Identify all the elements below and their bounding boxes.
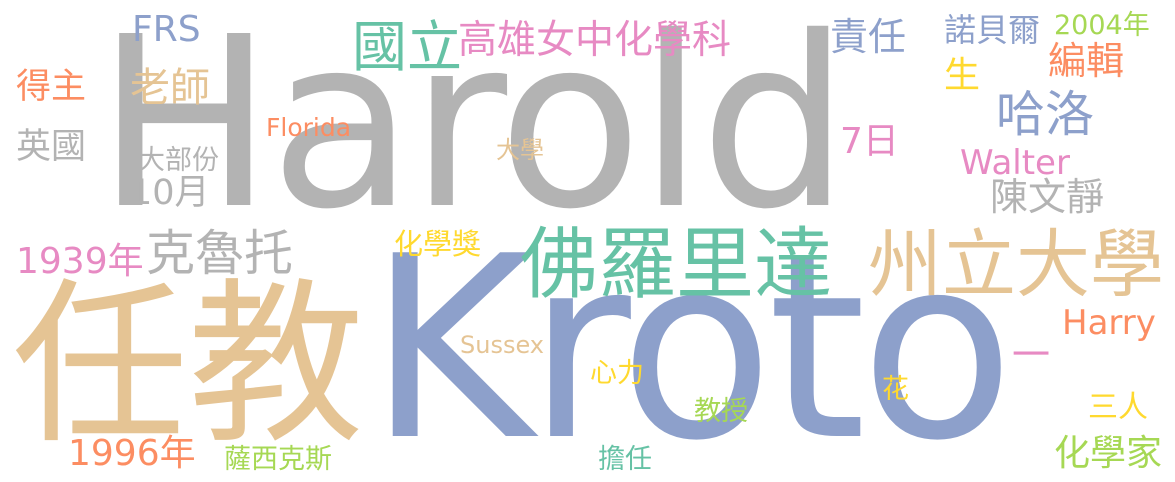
- word-zeren: 責任: [830, 15, 907, 59]
- word-dabufen: 大部份: [138, 145, 219, 176]
- word-gaoxiongnuzhong: 高雄女中化學科: [458, 18, 732, 63]
- word-frs: FRS: [132, 9, 201, 50]
- word-yingguo: 英國: [16, 127, 87, 167]
- word-hua: 花: [882, 374, 909, 405]
- word-sussex: Sussex: [460, 331, 544, 359]
- word-huaxuejia: 化學家: [1054, 433, 1163, 474]
- word-y1939: 1939年: [16, 241, 144, 282]
- word-y2004: 2004年: [1054, 10, 1150, 41]
- word-florida: Florida: [266, 113, 352, 142]
- word-yi: 一: [1012, 333, 1051, 377]
- word-danren: 擔任: [598, 444, 652, 475]
- word-jiaoshou: 教授: [694, 396, 748, 427]
- word-xinli: 心力: [590, 358, 644, 389]
- word-haluo: 哈洛: [996, 86, 1095, 143]
- word-zhoulidaxue: 州立大學: [868, 222, 1164, 308]
- word-sanren: 三人: [1088, 390, 1148, 425]
- word-foluolida: 佛羅里達: [520, 220, 833, 310]
- word-sheng: 生: [944, 55, 981, 96]
- word-renjiao: 任教: [12, 263, 365, 468]
- word-kroto: Kroto: [368, 203, 1014, 482]
- word-nuobeier: 諾貝爾: [944, 11, 1041, 49]
- word-chenwenjing: 陳文靜: [990, 175, 1105, 219]
- word-harold: Harold: [96, 0, 850, 261]
- word-daxue: 大學: [496, 136, 544, 164]
- word-laoshi: 老師: [130, 65, 210, 111]
- word-saxikesi: 薩西克斯: [224, 444, 332, 475]
- word-yue10: 10月: [130, 173, 210, 213]
- word-keluotuo: 克魯托: [146, 225, 294, 282]
- word-guoli: 國立: [352, 15, 463, 79]
- word-bianji: 編輯: [1048, 39, 1125, 83]
- word-huaxuejiang: 化學獎: [394, 227, 482, 261]
- word-ri7: 7日: [840, 121, 899, 162]
- word-y1996: 1996年: [68, 433, 196, 474]
- word-dezhu: 得主: [16, 67, 87, 107]
- word-harry: Harry: [1062, 303, 1156, 343]
- word-walter: Walter: [960, 143, 1070, 183]
